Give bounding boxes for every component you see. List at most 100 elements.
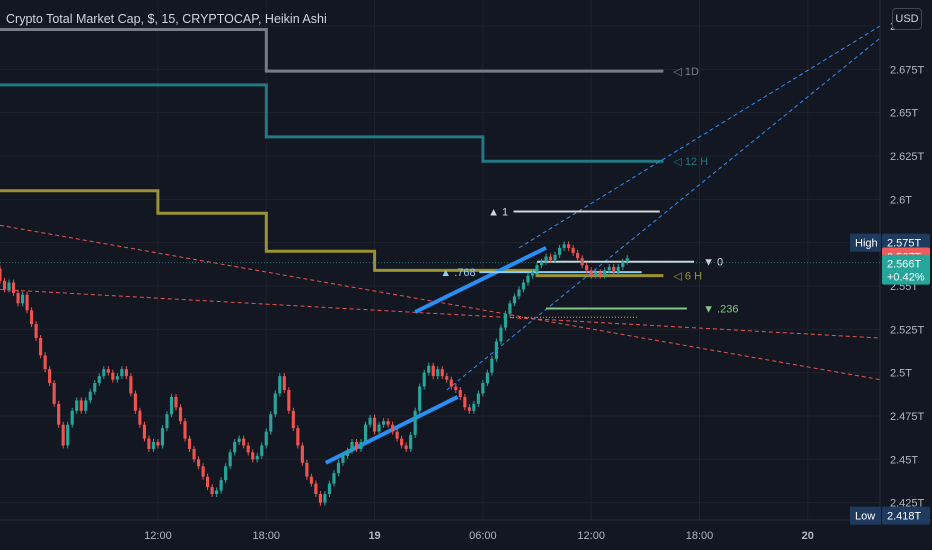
candle-body — [169, 396, 174, 415]
candle-body — [463, 396, 467, 408]
candle-body — [427, 365, 431, 373]
candle-body — [368, 417, 372, 425]
candle-body — [0, 268, 2, 281]
price-tag-name: High — [855, 238, 878, 250]
candle-body — [345, 450, 350, 456]
candle-body — [269, 414, 273, 432]
candle-body — [246, 445, 250, 453]
candle-body — [476, 393, 480, 404]
chart-title: Crypto Total Market Cap, $, 15, CRYPTOCA… — [6, 12, 327, 26]
x-tick-label: 19 — [368, 530, 380, 542]
y-tick-label: 2.475T — [890, 411, 925, 423]
candle-body — [30, 310, 34, 325]
fib-label-p236: ▼ .236 — [703, 304, 738, 316]
candle-body — [228, 452, 232, 467]
candle-body — [526, 275, 530, 283]
y-tick-label: 2.45T — [890, 454, 918, 466]
candle-body — [589, 270, 593, 276]
downtrend-line-upper — [0, 224, 881, 381]
candle-body — [327, 483, 332, 494]
x-tick-label: 20 — [802, 530, 814, 542]
candle-body — [607, 266, 611, 271]
candle-body — [124, 369, 128, 377]
fib-label-0: ▼ 0 — [703, 257, 723, 269]
candle-body — [562, 244, 566, 248]
candle-body — [481, 383, 485, 394]
candle-body — [454, 386, 458, 390]
candle-body — [553, 254, 557, 260]
candle-body — [467, 407, 471, 411]
candle-body — [625, 258, 629, 262]
candle-body — [300, 445, 304, 463]
candle-body — [215, 490, 219, 494]
candle-body — [2, 280, 7, 290]
candle-body — [309, 476, 313, 484]
y-tick-label: 2.6T — [890, 194, 912, 206]
candle-body — [16, 292, 20, 304]
candle-body — [20, 294, 25, 304]
candle-body — [612, 266, 616, 273]
candle-body — [93, 383, 97, 392]
price-tag — [882, 233, 930, 252]
candle-body — [458, 390, 462, 397]
candle-body — [567, 244, 571, 248]
candle-body — [160, 428, 165, 446]
candle-body — [530, 272, 535, 276]
candle-body — [75, 400, 79, 411]
candle-body — [282, 376, 286, 390]
candle-body — [278, 376, 282, 394]
price-tag-name-bg — [850, 233, 881, 252]
candle-body — [57, 403, 61, 425]
candle-body — [494, 341, 498, 359]
currency-button[interactable]: USD — [892, 8, 922, 30]
candle-body — [287, 390, 291, 411]
ma-line-12H — [0, 83, 664, 163]
candle-body — [39, 338, 43, 356]
x-tick-label: 06:00 — [469, 530, 497, 542]
y-tick-label: 2.65T — [890, 108, 918, 120]
candle-body — [97, 376, 101, 384]
y-tick-label: 2.675T — [890, 64, 925, 76]
candle-body — [409, 435, 413, 449]
candle-body — [323, 494, 327, 503]
x-tick-label: 12:00 — [577, 530, 605, 542]
candle-body — [508, 303, 512, 314]
candle-body — [621, 261, 625, 267]
candle-body — [201, 466, 205, 477]
price-tag-change: +0.42% — [887, 272, 925, 284]
candle-body — [156, 442, 160, 446]
candle-body — [264, 431, 268, 446]
ma-label-1D: ◁ 1D — [673, 66, 699, 78]
candle-body — [233, 442, 237, 453]
fib-label-1: ▲ 1 — [488, 206, 508, 218]
candle-body — [115, 376, 119, 380]
candle-body — [594, 272, 598, 276]
fib-label-p768: ▲ .768 — [440, 267, 475, 279]
candle-body — [111, 372, 115, 380]
candle-body — [382, 421, 386, 425]
candle-body — [260, 445, 264, 456]
candle-body — [237, 438, 241, 442]
candle-body — [336, 462, 341, 474]
candle-body — [372, 417, 377, 432]
candle-body — [391, 424, 395, 432]
candle-body — [43, 355, 47, 370]
candle-body — [34, 324, 38, 338]
price-tag-value: 2.566T — [887, 259, 922, 271]
candle-body — [165, 414, 169, 429]
candle-body — [52, 383, 56, 404]
candle-body — [196, 459, 201, 467]
candle-body — [544, 256, 548, 262]
candle-body — [25, 294, 29, 311]
candle-body — [539, 261, 544, 266]
candle-body — [206, 476, 210, 488]
candle-body — [449, 379, 453, 387]
candle-body — [11, 282, 16, 293]
ma-label-6H: ◁ 6 H — [673, 271, 702, 283]
candle-body — [395, 431, 399, 439]
candle-body — [490, 358, 494, 373]
candle-body — [616, 266, 620, 273]
candle-body — [151, 442, 156, 449]
